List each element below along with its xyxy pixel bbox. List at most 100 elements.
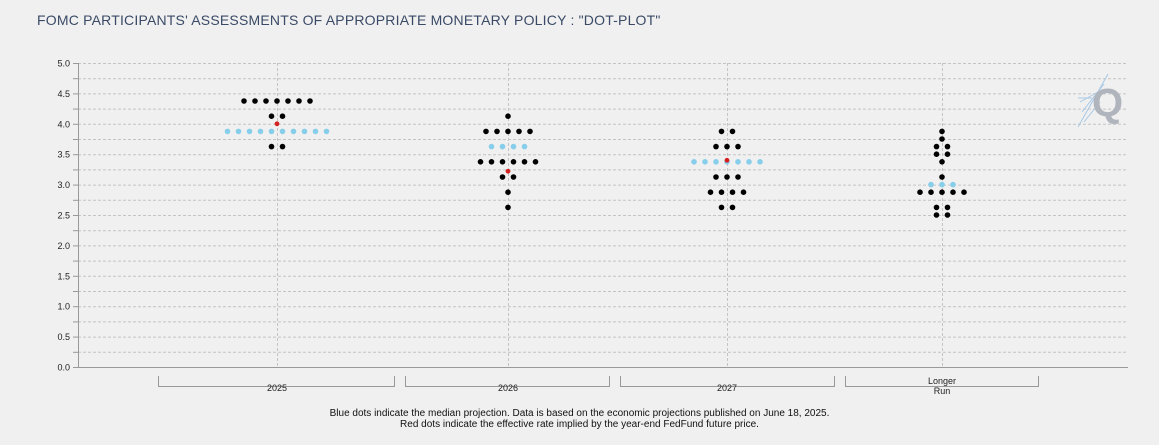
participant-dot bbox=[718, 128, 725, 135]
x-tick-label: 2025 bbox=[267, 383, 287, 393]
participant-dot bbox=[268, 143, 275, 150]
participant-dot bbox=[735, 174, 741, 180]
implied-rate-dot bbox=[274, 121, 280, 127]
median-dot bbox=[488, 143, 495, 150]
participant-dot bbox=[718, 204, 725, 211]
participant-dot bbox=[939, 159, 945, 165]
participant-dot bbox=[939, 136, 945, 142]
participant-dot bbox=[510, 174, 517, 180]
median-dot bbox=[312, 128, 319, 135]
footnote-median: Blue dots indicate the median projection… bbox=[329, 408, 830, 419]
participant-dot bbox=[527, 128, 533, 135]
participant-dot bbox=[735, 143, 741, 150]
participant-dot bbox=[729, 189, 736, 195]
participant-dot bbox=[917, 189, 923, 195]
participant-dot bbox=[499, 174, 506, 180]
y-tick-label: 1.5 bbox=[57, 271, 70, 281]
participant-dot bbox=[933, 212, 940, 218]
participant-dot bbox=[729, 128, 736, 135]
y-tick-label: 3.0 bbox=[57, 180, 70, 190]
median-dot bbox=[301, 128, 308, 135]
participant-dot bbox=[729, 204, 736, 211]
participant-dot bbox=[499, 159, 506, 165]
median-dot bbox=[290, 128, 297, 135]
median-dot bbox=[246, 128, 253, 135]
participant-dot bbox=[707, 189, 714, 195]
participant-dot bbox=[505, 128, 511, 135]
median-dot bbox=[928, 181, 934, 188]
y-tick-label: 2.0 bbox=[57, 241, 70, 251]
participant-dot bbox=[268, 113, 275, 119]
participant-dot bbox=[307, 98, 313, 104]
participant-dot bbox=[944, 204, 951, 211]
participant-dot bbox=[279, 143, 286, 150]
median-dot bbox=[939, 181, 945, 188]
median-dot bbox=[702, 159, 708, 165]
participant-dot bbox=[532, 159, 539, 165]
participant-dot bbox=[724, 143, 730, 150]
participant-dot bbox=[274, 98, 280, 104]
y-tick-label: 3.5 bbox=[57, 150, 70, 160]
median-dot bbox=[691, 159, 697, 165]
median-dot bbox=[268, 128, 275, 135]
participant-dot bbox=[483, 128, 489, 135]
implied-rate-dot bbox=[724, 157, 730, 163]
participant-dot bbox=[933, 151, 940, 157]
footnote-effective-rate: Red dots indicate the effective rate imp… bbox=[400, 419, 759, 430]
participant-dot bbox=[961, 189, 967, 195]
implied-rate-dot bbox=[505, 168, 511, 174]
y-tick-label: 1.0 bbox=[57, 302, 70, 312]
x-category-bracket bbox=[405, 376, 610, 387]
x-tick-label: Longer bbox=[928, 376, 956, 386]
participant-dot bbox=[950, 189, 956, 195]
y-tick-label: 4.0 bbox=[57, 119, 70, 129]
participant-dot bbox=[933, 204, 940, 211]
x-category-bracket bbox=[620, 376, 835, 387]
participant-dot bbox=[944, 212, 951, 218]
y-axis-ticks: 0.0 0.5 1.0 1.5 2.0 2.5 3.0 3.5 4.0 4.5 5.0 bbox=[57, 59, 78, 373]
y-tick-label: 5.0 bbox=[57, 59, 70, 69]
participant-dot bbox=[718, 189, 725, 195]
x-tick-label: 2026 bbox=[498, 383, 518, 393]
y-tick-label: 2.5 bbox=[57, 211, 70, 221]
participant-dot bbox=[505, 113, 511, 119]
median-dot bbox=[521, 143, 528, 150]
participant-dot bbox=[510, 159, 517, 165]
chart-title: FOMC PARTICIPANTS' ASSESSMENTS OF APPROP… bbox=[37, 12, 661, 28]
participant-dot bbox=[296, 98, 302, 104]
participant-dot bbox=[521, 159, 528, 165]
y-tick-label: 0.0 bbox=[57, 363, 70, 373]
dots-layer bbox=[224, 98, 967, 218]
y-tick-label: 4.5 bbox=[57, 89, 70, 99]
participant-dot bbox=[505, 204, 511, 211]
participant-dot bbox=[285, 98, 291, 104]
participant-dot bbox=[516, 128, 522, 135]
x-tick-label-line2: Run bbox=[934, 386, 951, 396]
median-dot bbox=[510, 143, 517, 150]
median-dot bbox=[279, 128, 286, 135]
x-category-bracket bbox=[158, 376, 395, 387]
participant-dot bbox=[505, 189, 511, 195]
median-dot bbox=[735, 159, 741, 165]
participant-dot bbox=[488, 159, 495, 165]
participant-dot bbox=[494, 128, 500, 135]
participant-dot bbox=[939, 128, 945, 135]
x-tick-label: 2027 bbox=[717, 383, 737, 393]
participant-dot bbox=[928, 189, 934, 195]
participant-dot bbox=[944, 143, 951, 150]
gridlines bbox=[78, 63, 1128, 368]
participant-dot bbox=[933, 143, 940, 150]
participant-dot bbox=[944, 151, 951, 157]
median-dot bbox=[257, 128, 264, 135]
median-dot bbox=[713, 159, 719, 165]
median-dot bbox=[757, 159, 763, 165]
participant-dot bbox=[263, 98, 269, 104]
participant-dot bbox=[241, 98, 247, 104]
participant-dot bbox=[724, 174, 730, 180]
median-dot bbox=[950, 181, 956, 188]
q-logo-icon: Q bbox=[1078, 73, 1123, 128]
median-dot bbox=[224, 128, 231, 135]
x-category-bracket bbox=[845, 376, 1039, 387]
